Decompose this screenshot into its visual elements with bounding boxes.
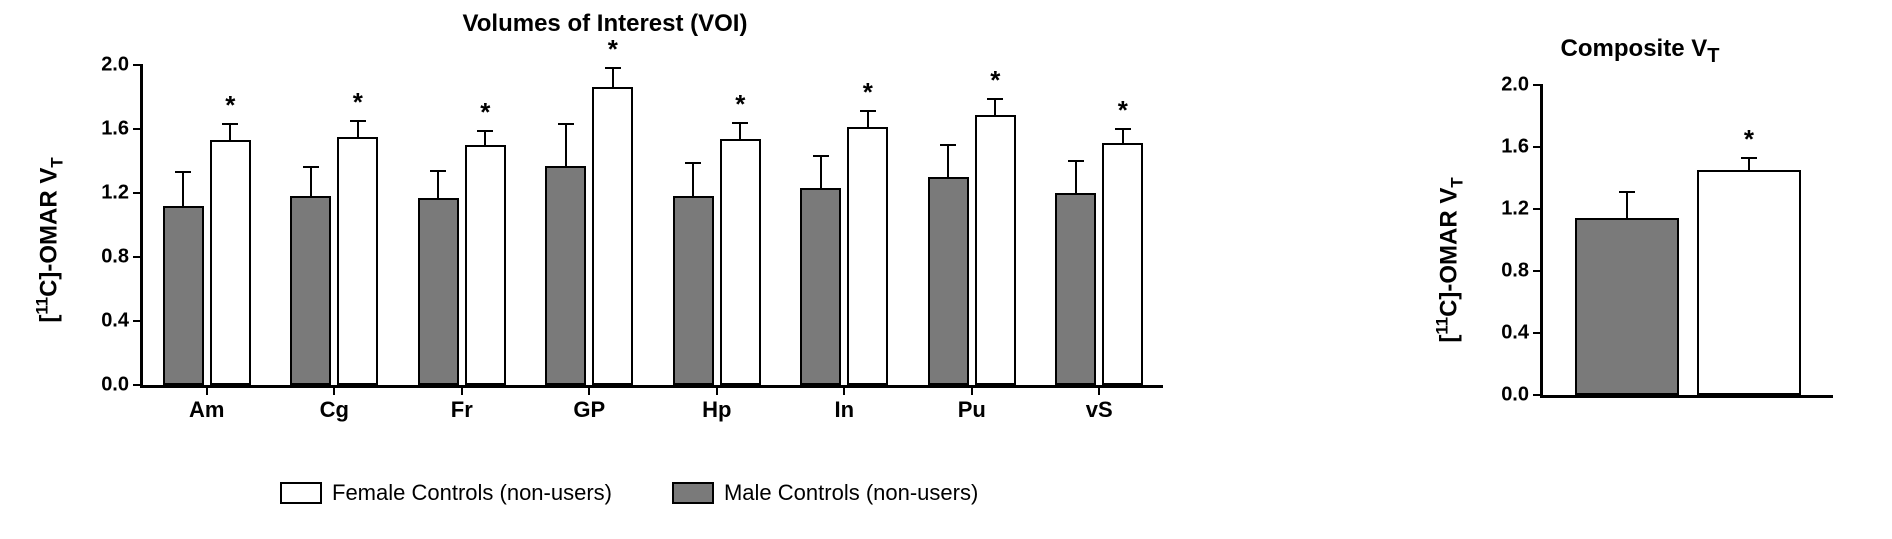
error-cap bbox=[987, 98, 1003, 100]
category-label: In bbox=[834, 385, 854, 423]
significance-marker: * bbox=[608, 36, 618, 62]
significance-marker: * bbox=[480, 99, 490, 125]
significance-marker: * bbox=[1118, 97, 1128, 123]
error-cap bbox=[303, 166, 319, 168]
legend-item-male: Male Controls (non-users) bbox=[672, 480, 978, 506]
y-tick-label: 0.8 bbox=[1501, 260, 1543, 283]
bar bbox=[975, 115, 1016, 385]
bar bbox=[1575, 218, 1679, 395]
error-bar bbox=[484, 131, 486, 145]
bar bbox=[210, 140, 251, 385]
error-cap bbox=[558, 123, 574, 125]
y-tick-label: 1.6 bbox=[101, 118, 143, 141]
error-cap bbox=[1068, 160, 1084, 162]
error-bar bbox=[947, 145, 949, 177]
error-cap bbox=[685, 162, 701, 164]
significance-marker: * bbox=[735, 91, 745, 117]
voi-y-axis-label: [11C]-OMAR VT bbox=[33, 157, 68, 322]
error-cap bbox=[1115, 128, 1131, 130]
category-label: Cg bbox=[320, 385, 349, 423]
significance-marker: * bbox=[1744, 126, 1754, 152]
error-cap bbox=[222, 123, 238, 125]
bar bbox=[673, 196, 714, 385]
bar bbox=[592, 87, 633, 385]
legend-label-male: Male Controls (non-users) bbox=[724, 480, 978, 506]
category-label: Hp bbox=[702, 385, 731, 423]
category-label: Fr bbox=[451, 385, 473, 423]
figure-root: Volumes of Interest (VOI) [11C]-OMAR VT … bbox=[0, 0, 1892, 539]
legend-swatch-male bbox=[672, 482, 714, 504]
significance-marker: * bbox=[863, 79, 873, 105]
bar bbox=[720, 139, 761, 385]
voi-chart-panel: Volumes of Interest (VOI) [11C]-OMAR VT … bbox=[30, 10, 1180, 450]
error-cap bbox=[477, 130, 493, 132]
bar bbox=[928, 177, 969, 385]
bar bbox=[290, 196, 331, 385]
error-bar bbox=[1626, 192, 1628, 218]
legend-swatch-female bbox=[280, 482, 322, 504]
error-cap bbox=[175, 171, 191, 173]
composite-chart-title: Composite VT bbox=[1561, 35, 1720, 68]
y-tick-label: 1.2 bbox=[1501, 198, 1543, 221]
y-tick-label: 1.6 bbox=[1501, 136, 1543, 159]
error-bar bbox=[867, 111, 869, 127]
bar bbox=[800, 188, 841, 385]
significance-marker: * bbox=[990, 67, 1000, 93]
error-bar bbox=[692, 163, 694, 197]
bar bbox=[545, 166, 586, 385]
error-bar bbox=[182, 172, 184, 206]
voi-plot-area: 0.00.40.81.21.62.0Am*Cg*Fr*GP*Hp*In*Pu*v… bbox=[140, 65, 1163, 388]
composite-y-axis-label: [11C]-OMAR VT bbox=[1433, 177, 1468, 342]
error-bar bbox=[565, 124, 567, 166]
error-bar bbox=[994, 99, 996, 115]
composite-plot-area: 0.00.40.81.21.62.0* bbox=[1540, 85, 1833, 398]
error-bar bbox=[310, 167, 312, 196]
bar bbox=[418, 198, 459, 385]
category-label: vS bbox=[1086, 385, 1113, 423]
significance-marker: * bbox=[225, 92, 235, 118]
legend-label-female: Female Controls (non-users) bbox=[332, 480, 612, 506]
y-tick-label: 0.8 bbox=[101, 246, 143, 269]
error-cap bbox=[350, 120, 366, 122]
y-tick-label: 0.4 bbox=[1501, 322, 1543, 345]
bar bbox=[1102, 143, 1143, 385]
error-cap bbox=[430, 170, 446, 172]
y-tick-label: 0.0 bbox=[1501, 384, 1543, 407]
error-bar bbox=[820, 156, 822, 188]
error-bar bbox=[1748, 158, 1750, 170]
category-label: Pu bbox=[958, 385, 986, 423]
error-cap bbox=[732, 122, 748, 124]
bar bbox=[1055, 193, 1096, 385]
y-tick-label: 0.0 bbox=[101, 374, 143, 397]
error-bar bbox=[612, 68, 614, 87]
bar bbox=[465, 145, 506, 385]
y-tick-label: 0.4 bbox=[101, 310, 143, 333]
error-bar bbox=[739, 123, 741, 139]
bar bbox=[1697, 170, 1801, 395]
error-bar bbox=[229, 124, 231, 140]
error-bar bbox=[357, 121, 359, 137]
category-label: Am bbox=[189, 385, 224, 423]
bar bbox=[163, 206, 204, 385]
legend-item-female: Female Controls (non-users) bbox=[280, 480, 612, 506]
error-bar bbox=[437, 171, 439, 198]
error-cap bbox=[813, 155, 829, 157]
error-bar bbox=[1122, 129, 1124, 143]
y-tick-label: 2.0 bbox=[101, 54, 143, 77]
legend: Female Controls (non-users) Male Control… bbox=[280, 480, 978, 506]
bar bbox=[337, 137, 378, 385]
voi-chart-title: Volumes of Interest (VOI) bbox=[463, 10, 748, 38]
y-tick-label: 2.0 bbox=[1501, 74, 1543, 97]
category-label: GP bbox=[573, 385, 605, 423]
error-cap bbox=[605, 67, 621, 69]
y-tick-label: 1.2 bbox=[101, 182, 143, 205]
error-cap bbox=[1619, 191, 1635, 193]
composite-chart-panel: Composite VT [11C]-OMAR VT 0.00.40.81.21… bbox=[1430, 35, 1850, 440]
bar bbox=[847, 127, 888, 385]
error-cap bbox=[860, 110, 876, 112]
significance-marker: * bbox=[353, 89, 363, 115]
error-bar bbox=[1075, 161, 1077, 193]
error-cap bbox=[940, 144, 956, 146]
error-cap bbox=[1741, 157, 1757, 159]
